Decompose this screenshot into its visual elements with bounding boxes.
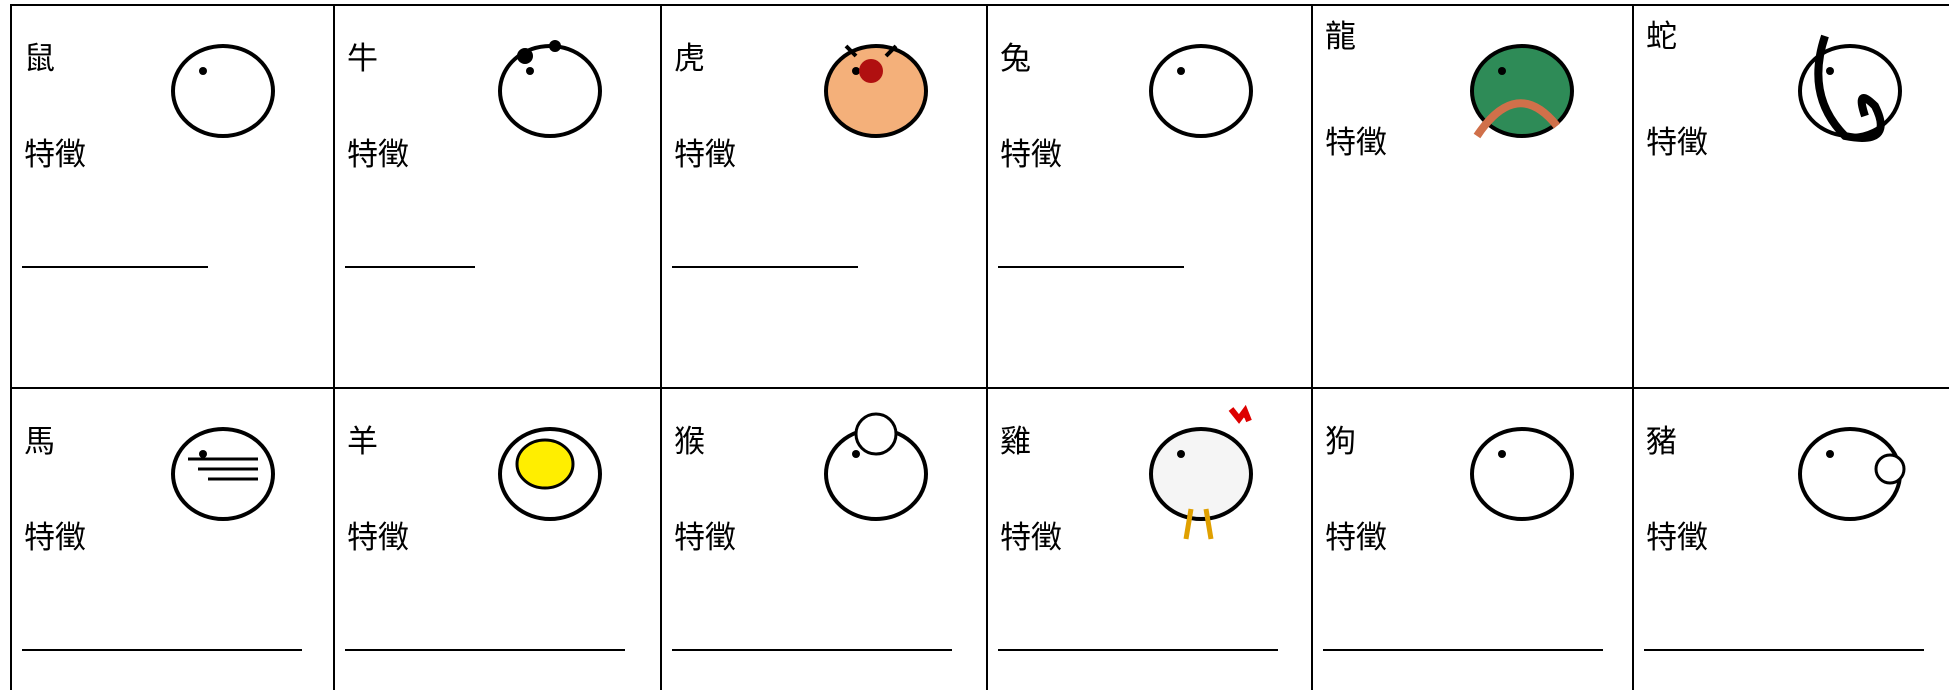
animal-name: 鼠	[24, 41, 55, 77]
feature-label: 特徵	[1000, 137, 1062, 173]
feature-label: 特徵	[674, 137, 736, 173]
animal-picture	[1798, 427, 1906, 521]
zodiac-cell	[10, 4, 333, 387]
answer-line	[22, 649, 302, 651]
zodiac-cell	[1632, 387, 1949, 690]
animal-picture	[824, 44, 928, 138]
animal-picture	[824, 412, 928, 521]
animal-picture	[171, 44, 275, 138]
animal-picture	[1149, 404, 1253, 540]
zodiac-cell	[333, 4, 660, 387]
animal-name: 狗	[1325, 424, 1356, 460]
zodiac-cell	[660, 387, 986, 690]
animal-picture	[1149, 44, 1253, 138]
animal-picture	[1470, 427, 1574, 521]
animal-name: 虎	[674, 41, 705, 77]
animal-name: 雞	[1000, 424, 1031, 460]
zodiac-cell	[660, 4, 986, 387]
answer-line	[1323, 649, 1603, 651]
animal-picture	[498, 427, 602, 521]
feature-label: 特徵	[1646, 520, 1708, 556]
zodiac-cell	[333, 387, 660, 690]
animal-name: 蛇	[1646, 19, 1677, 55]
animal-name: 牛	[347, 41, 378, 77]
feature-label: 特徵	[24, 520, 86, 556]
answer-line	[345, 266, 475, 268]
answer-line	[998, 266, 1184, 268]
zodiac-cell	[10, 387, 333, 690]
answer-line	[1644, 649, 1924, 651]
answer-line	[672, 266, 858, 268]
animal-picture	[1798, 34, 1902, 142]
zodiac-cell	[986, 387, 1311, 690]
animal-name: 豬	[1646, 424, 1677, 460]
zodiac-cell	[1632, 4, 1949, 387]
animal-picture	[498, 40, 602, 138]
feature-label: 特徵	[1325, 520, 1387, 556]
answer-line	[998, 649, 1278, 651]
feature-label: 特徵	[1000, 520, 1062, 556]
feature-label: 特徵	[347, 137, 409, 173]
zodiac-cell	[1311, 387, 1632, 690]
zodiac-cell	[986, 4, 1311, 387]
animal-name: 馬	[24, 424, 55, 460]
feature-label: 特徵	[1646, 125, 1708, 161]
feature-label: 特徵	[1325, 125, 1387, 161]
animal-picture	[171, 427, 275, 521]
answer-line	[22, 266, 208, 268]
animal-picture	[1470, 44, 1574, 139]
animal-name: 龍	[1325, 19, 1356, 55]
feature-label: 特徵	[24, 137, 86, 173]
animal-name: 羊	[347, 424, 378, 460]
answer-line	[345, 649, 625, 651]
animal-name: 猴	[674, 424, 705, 460]
zodiac-cell	[1311, 4, 1632, 387]
feature-label: 特徵	[674, 520, 736, 556]
animal-name: 兔	[1000, 41, 1031, 77]
worksheet: 鼠特徵牛特徵虎特徵兔特徵龍特徵蛇特徵馬特徵羊特徵猴特徵雞特徵狗特徵豬特徵	[10, 4, 1949, 690]
feature-label: 特徵	[347, 520, 409, 556]
answer-line	[672, 649, 952, 651]
